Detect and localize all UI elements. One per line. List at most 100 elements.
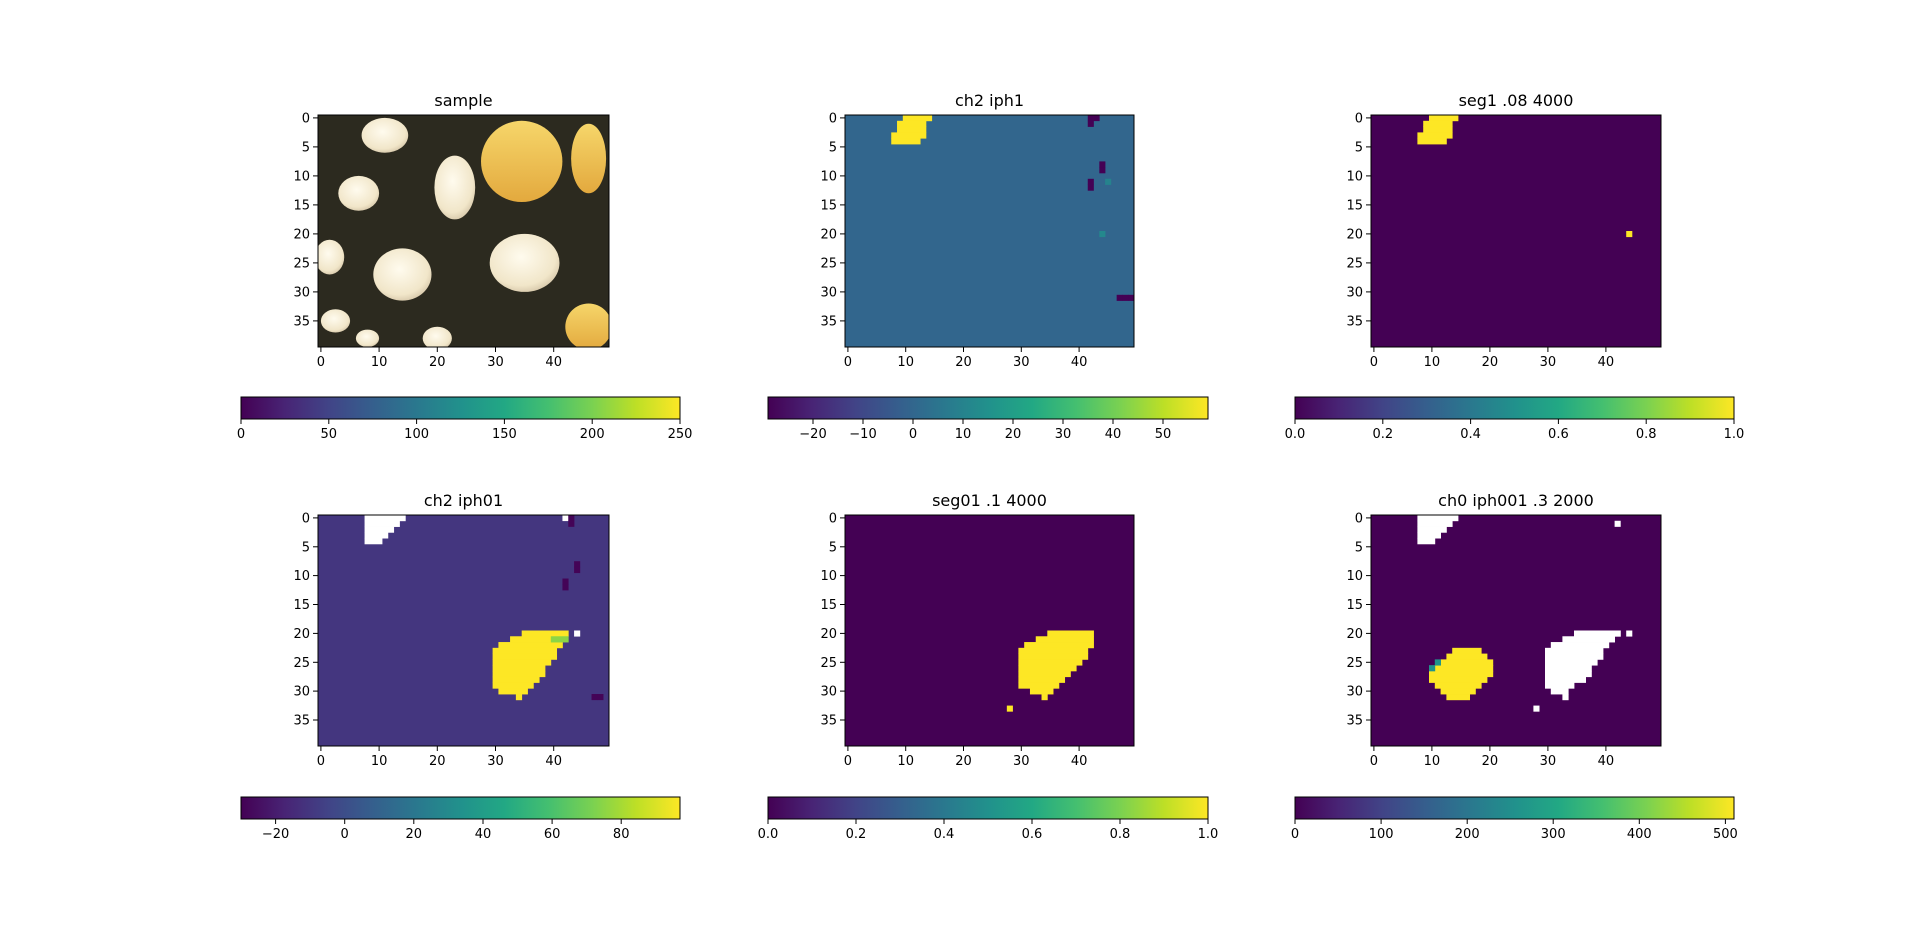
pixel-cell [1087, 184, 1094, 191]
x-tick-label: 10 [1424, 754, 1441, 769]
y-tick-label: 30 [1346, 285, 1363, 300]
region-cell-row [1434, 659, 1441, 666]
pixel-cell [562, 578, 569, 585]
colorbar-tick-label: 200 [580, 427, 605, 442]
y-tick-label: 25 [1346, 256, 1363, 271]
pixel-cell [1006, 705, 1013, 712]
y-tick-label: 35 [1346, 314, 1363, 329]
y-tick-label: 30 [293, 285, 310, 300]
x-tick-label: 40 [545, 754, 562, 769]
region-cell-row [1041, 694, 1048, 701]
region-cell-row [1417, 532, 1441, 539]
region-cell-row [492, 682, 534, 689]
colorbar-tick-label: 250 [668, 427, 693, 442]
colorbar-tick-label: 300 [1541, 827, 1566, 842]
pixel-cell [568, 520, 575, 527]
y-tick-label: 15 [293, 598, 310, 613]
cream-grain [422, 326, 452, 347]
y-tick-label: 15 [1346, 598, 1363, 613]
cream-grain [355, 329, 380, 347]
axes-frame [317, 514, 610, 747]
x-tick-label: 10 [1424, 355, 1441, 370]
x-tick-label: 30 [1013, 355, 1030, 370]
heatmap-background [845, 115, 1134, 347]
y-tick-label: 25 [820, 256, 837, 271]
cream-grain [338, 175, 380, 211]
y-tick-label: 20 [1346, 627, 1363, 642]
region-cell-row [1417, 138, 1447, 145]
pixel-cell [1614, 520, 1621, 527]
x-tick-label: 10 [371, 754, 388, 769]
y-tick-label: 15 [820, 598, 837, 613]
pixel-cell [574, 561, 581, 568]
region-cell-row [550, 636, 569, 643]
colorbar-tick-label: 60 [544, 827, 561, 842]
y-tick-label: 5 [829, 540, 837, 555]
cream-grain [320, 309, 351, 333]
axes-frame [1370, 114, 1662, 348]
y-tick-label: 20 [293, 627, 310, 642]
colorbar-tick-label: 0.4 [934, 827, 955, 842]
region-cell-row [1574, 630, 1621, 637]
pixel-cell [1099, 161, 1106, 168]
region-cell-row [902, 115, 933, 122]
y-tick-label: 35 [293, 714, 310, 729]
colorbar-tick-label: 400 [1627, 827, 1652, 842]
heatmap-image [318, 515, 609, 746]
x-tick-label: 0 [1370, 754, 1378, 769]
colorbar-tick-label: 0.0 [1285, 427, 1306, 442]
x-tick-label: 20 [1482, 355, 1499, 370]
colorbar-tick-label: −10 [849, 427, 876, 442]
region-cell-row [1545, 647, 1604, 655]
y-tick-label: 15 [293, 198, 310, 213]
y-tick-label: 30 [820, 285, 837, 300]
y-tick-label: 35 [293, 314, 310, 329]
y-tick-label: 0 [302, 111, 310, 126]
colorbar-tick-label: 20 [406, 827, 423, 842]
region-cell-row [897, 126, 927, 133]
region-cell-row [1545, 653, 1604, 660]
region-cell-row [1018, 653, 1089, 660]
subplot-title: seg01 .1 4000 [932, 491, 1047, 510]
y-tick-label: 0 [1355, 511, 1363, 526]
region-cell-row [1429, 676, 1488, 683]
region-cell-row [515, 694, 523, 701]
y-tick-label: 25 [293, 256, 310, 271]
x-tick-label: 40 [1598, 754, 1615, 769]
pixel-cell [1116, 294, 1123, 301]
region-cell-row [1545, 659, 1598, 666]
colorbar-tick-label: 1.0 [1724, 427, 1745, 442]
golden-grain [571, 123, 607, 194]
region-cell-row [1562, 694, 1569, 701]
region-cell-row [364, 515, 406, 522]
region-cell-row [891, 132, 927, 139]
pixel-cell [597, 694, 604, 701]
y-tick-label: 10 [293, 569, 310, 584]
cream-grain [489, 233, 560, 292]
golden-grain [481, 120, 563, 202]
pixel-cell [568, 515, 575, 522]
region-cell-row [1018, 676, 1066, 683]
y-tick-label: 20 [820, 627, 837, 642]
colorbar-tick-label: 0.2 [1372, 427, 1393, 442]
region-cell-row [1423, 120, 1453, 127]
y-tick-label: 35 [1346, 714, 1363, 729]
colorbar-tick-label: 500 [1713, 827, 1738, 842]
region-cell-row [364, 526, 395, 533]
x-tick-label: 20 [1482, 754, 1499, 769]
x-tick-label: 30 [1013, 754, 1030, 769]
region-cell-row [1440, 688, 1476, 695]
x-tick-label: 0 [844, 355, 852, 370]
heatmap-image [318, 115, 609, 347]
pixel-cell [1105, 178, 1112, 185]
y-tick-label: 0 [1355, 111, 1363, 126]
x-tick-label: 0 [317, 355, 325, 370]
region-cell-row [492, 647, 558, 655]
pixel-cell [1099, 167, 1106, 174]
colorbar [767, 396, 1209, 420]
region-cell-row [1018, 665, 1077, 672]
region-cell-row [1018, 682, 1060, 689]
axes-frame [844, 514, 1135, 747]
colorbar-tick-label: 200 [1455, 827, 1480, 842]
